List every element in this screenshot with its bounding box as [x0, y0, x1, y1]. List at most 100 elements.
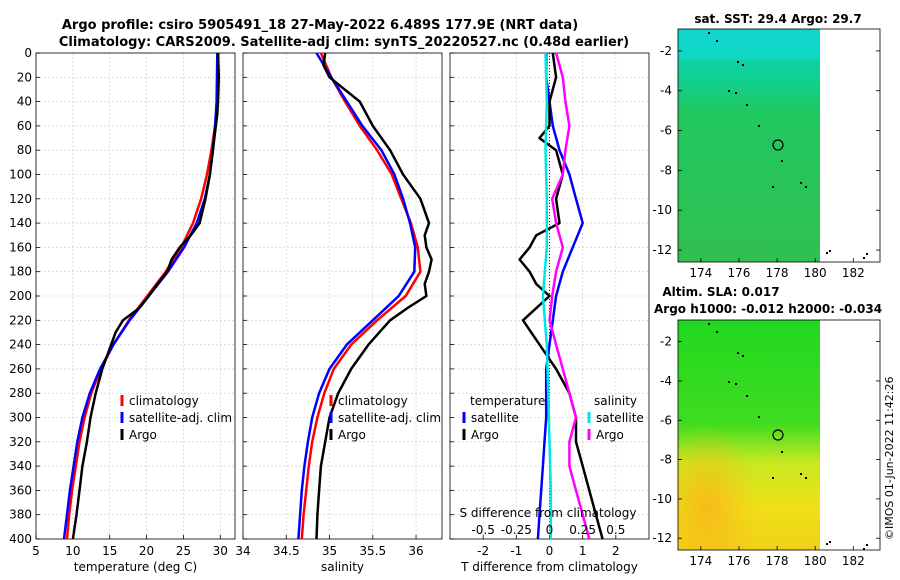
sst-map-ticks: 174 176 178 180 182 -2 -4 -6 -8 -10 -12	[652, 44, 880, 280]
x-tick-label: 20	[139, 544, 154, 558]
y-tick-label: 400	[9, 532, 32, 546]
island-marker	[826, 252, 828, 254]
island-marker	[742, 64, 744, 66]
x-tick-label: 34.5	[273, 544, 300, 558]
y-tick-label: 100	[9, 168, 32, 182]
island-marker	[746, 104, 748, 106]
series-line-satellite-s-diff	[541, 52, 553, 539]
y-tick-label: 60	[17, 119, 32, 133]
x-axis-label: temperature (deg C)	[74, 560, 197, 574]
timestamp: ©IMOS 01-Jun-2022 11:42:26	[883, 376, 896, 540]
y-tick-label: 360	[9, 483, 32, 497]
legend-salinity-title: salinity	[594, 394, 637, 408]
s-difference-tick-label: -0.25	[501, 523, 532, 537]
island-markers	[708, 32, 868, 259]
s-difference-tick-label: -0.5	[471, 523, 494, 537]
argo-location-marker	[772, 429, 784, 441]
map-x-tick-label: 176	[728, 554, 751, 568]
difference-legend: temperature satellite Argo salinity sate…	[462, 394, 644, 442]
series-line-satellite-t-diff	[536, 53, 584, 540]
island-marker	[708, 32, 710, 34]
island-marker	[716, 331, 718, 333]
temperature-legend: climatology satellite-adj. clim Argo	[120, 394, 232, 442]
sla-map-frame	[677, 319, 881, 551]
x-tick-label: -1	[510, 544, 522, 558]
map-x-tick-label: 174	[689, 266, 712, 280]
argo-location-marker	[772, 139, 784, 151]
island-marker	[863, 548, 865, 550]
map-x-tick-label: 180	[804, 266, 827, 280]
salinity-panel: 34 34.5 35 35.5 36 salinity	[235, 52, 443, 574]
island-marker	[758, 416, 760, 418]
x-tick-label: 2	[612, 544, 620, 558]
x-axis-label: T difference from climatology	[460, 560, 638, 574]
map-x-tick-label: 182	[842, 266, 865, 280]
x-tick-label: 34	[235, 544, 250, 558]
island-marker	[781, 451, 783, 453]
y-tick-label: 200	[9, 289, 32, 303]
island-marker	[737, 61, 739, 63]
island-markers	[708, 323, 868, 550]
s-difference-ticks: -0.5 -0.25 0 0.25 0.5	[471, 523, 625, 537]
series-line-argo-s-diff	[548, 52, 591, 540]
legend-argo-label: Argo	[338, 428, 366, 442]
s-difference-tick-label: 0.25	[569, 523, 596, 537]
island-marker	[746, 395, 748, 397]
map-y-tick-label: -8	[660, 453, 672, 467]
map-x-tick-label: 176	[728, 266, 751, 280]
map-y-tick-label: -6	[660, 124, 672, 138]
sst-map: sat. SST: 29.4 Argo: 29.7 174 176 178 180 18…	[652, 12, 881, 280]
sst-warm-band	[678, 29, 822, 59]
island-marker	[829, 250, 831, 252]
difference-panel: -2 -1 0 1 2 T difference from climatology	[449, 52, 650, 574]
y-tick-label: 20	[17, 70, 32, 84]
y-tick-label: 340	[9, 459, 32, 473]
x-tick-label: 36	[408, 544, 423, 558]
map-x-tick-label: 178	[766, 554, 789, 568]
x-tick-label: 15	[102, 544, 117, 558]
island-marker	[735, 92, 737, 94]
x-tick-label: 30	[213, 544, 228, 558]
temperature-panel: 5 10 15 20 25 30 temperature (deg C) 0 20 40 60 80 1…	[9, 46, 236, 574]
map-y-tick-label: -12	[652, 243, 672, 257]
y-tick-label: 40	[17, 95, 32, 109]
island-marker	[866, 544, 868, 546]
sla-high-region	[678, 320, 822, 550]
map-x-tick-label: 182	[842, 554, 865, 568]
island-marker	[863, 257, 865, 259]
island-marker	[866, 253, 868, 255]
y-tick-label: 160	[9, 240, 32, 254]
x-tick-label: 35.5	[359, 544, 386, 558]
x-tick-label: 35	[322, 544, 337, 558]
island-marker	[758, 125, 760, 127]
y-tick-label: 140	[9, 216, 32, 230]
sla-map: Altim. SLA: 0.017 Argo h1000: -0.012 h20…	[652, 285, 882, 568]
series-line-argo	[71, 52, 221, 540]
series-line-argo	[315, 52, 433, 540]
island-marker	[708, 323, 710, 325]
map-y-tick-label: -6	[660, 413, 672, 427]
map-y-tick-label: -10	[652, 492, 672, 506]
y-tick-label: 220	[9, 313, 32, 327]
legend-climatology-label: climatology	[338, 394, 408, 408]
legend-temperature-title: temperature	[470, 394, 545, 408]
map-x-tick-label: 180	[804, 554, 827, 568]
island-marker	[772, 186, 774, 188]
legend-argo-label: Argo	[129, 428, 157, 442]
island-marker	[800, 473, 802, 475]
sst-nodata	[820, 29, 880, 262]
island-marker	[716, 40, 718, 42]
y-tick-label: 380	[9, 508, 32, 522]
island-marker	[829, 541, 831, 543]
sla-nodata	[820, 320, 880, 550]
s-difference-axis-label: S difference from climatology	[460, 506, 637, 520]
series-line-satellite-adj-clim	[297, 52, 417, 540]
x-tick-label: -2	[477, 544, 489, 558]
salinity-legend: climatology satellite-adj. clim Argo	[329, 394, 441, 442]
island-marker	[772, 477, 774, 479]
map-x-tick-label: 178	[766, 266, 789, 280]
island-marker	[737, 352, 739, 354]
legend-satellite-label: satellite-adj. clim	[129, 411, 232, 425]
figure-title-line1: Argo profile: csiro 5905491_18 27-May-20…	[62, 18, 578, 33]
s-difference-tick-label: 0	[546, 523, 554, 537]
